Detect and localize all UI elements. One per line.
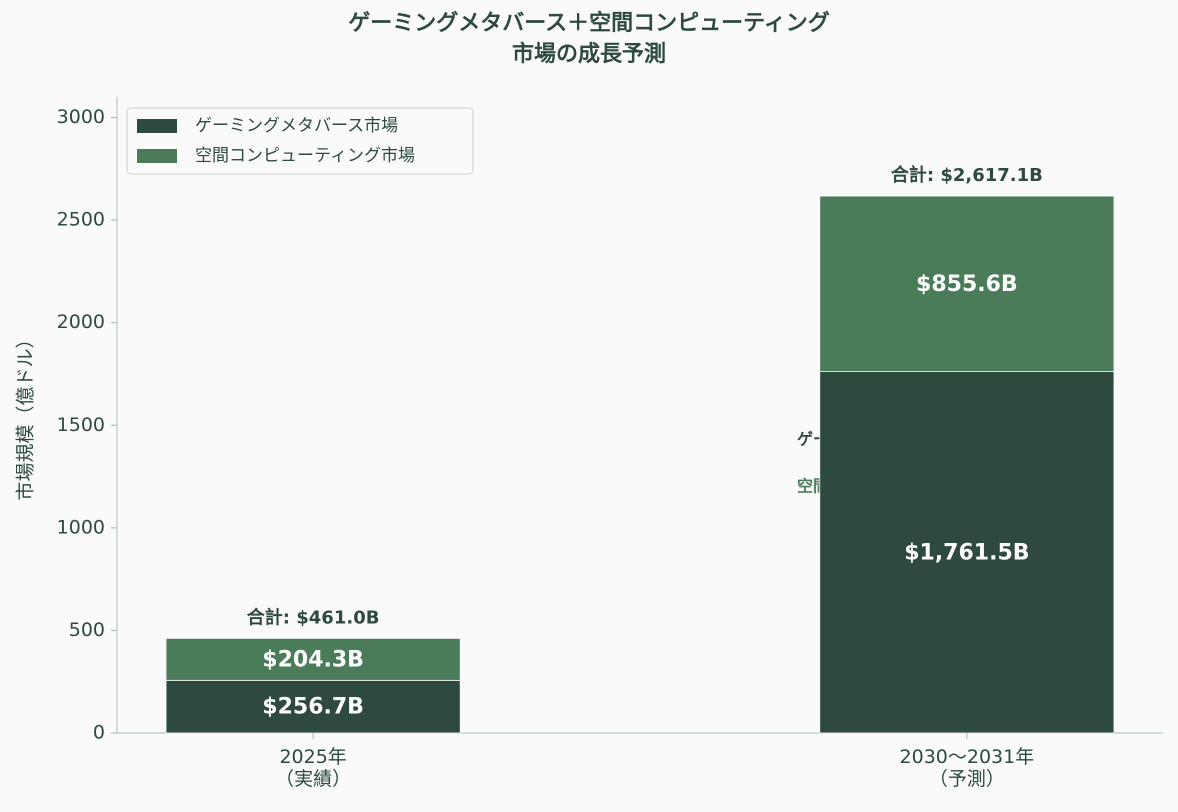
y-axis-label: 市場規模（億ドル） xyxy=(15,329,37,500)
bar-segment xyxy=(165,638,461,681)
legend-swatch xyxy=(137,149,177,163)
y-tick-label: 2500 xyxy=(57,209,105,231)
legend-swatch xyxy=(137,119,177,133)
value-label: $256.7B xyxy=(262,695,364,720)
bar-segment xyxy=(165,679,461,734)
y-tick-label: 1500 xyxy=(57,414,105,436)
legend-box xyxy=(126,107,474,175)
y-tick-label: 0 xyxy=(93,722,105,744)
legend-label: 空間コンピューティング市場 xyxy=(195,146,415,166)
value-label: $855.6B xyxy=(916,272,1018,297)
legend-label: ゲーミングメタバース市場 xyxy=(195,116,398,136)
y-tick-label: 500 xyxy=(69,619,105,641)
y-tick-label: 1000 xyxy=(57,516,105,538)
total-label: 合計: $2,617.1B xyxy=(891,164,1043,186)
value-label: $1,761.5B xyxy=(904,540,1029,565)
value-label: $204.3B xyxy=(262,647,364,672)
y-tick-label: 3000 xyxy=(57,106,105,128)
total-label: 合計: $461.0B xyxy=(247,606,380,628)
bar-segment xyxy=(819,195,1115,373)
x-tick-label: 2030〜2031年 （予測） xyxy=(899,746,1035,790)
y-tick-label: 2000 xyxy=(57,311,105,333)
x-tick-label: 2025年 （実績） xyxy=(275,746,352,790)
chart-title: ゲーミングメタバース＋空間コンピューティング 市場の成長予測 xyxy=(348,11,830,67)
bar-segment xyxy=(819,371,1115,734)
